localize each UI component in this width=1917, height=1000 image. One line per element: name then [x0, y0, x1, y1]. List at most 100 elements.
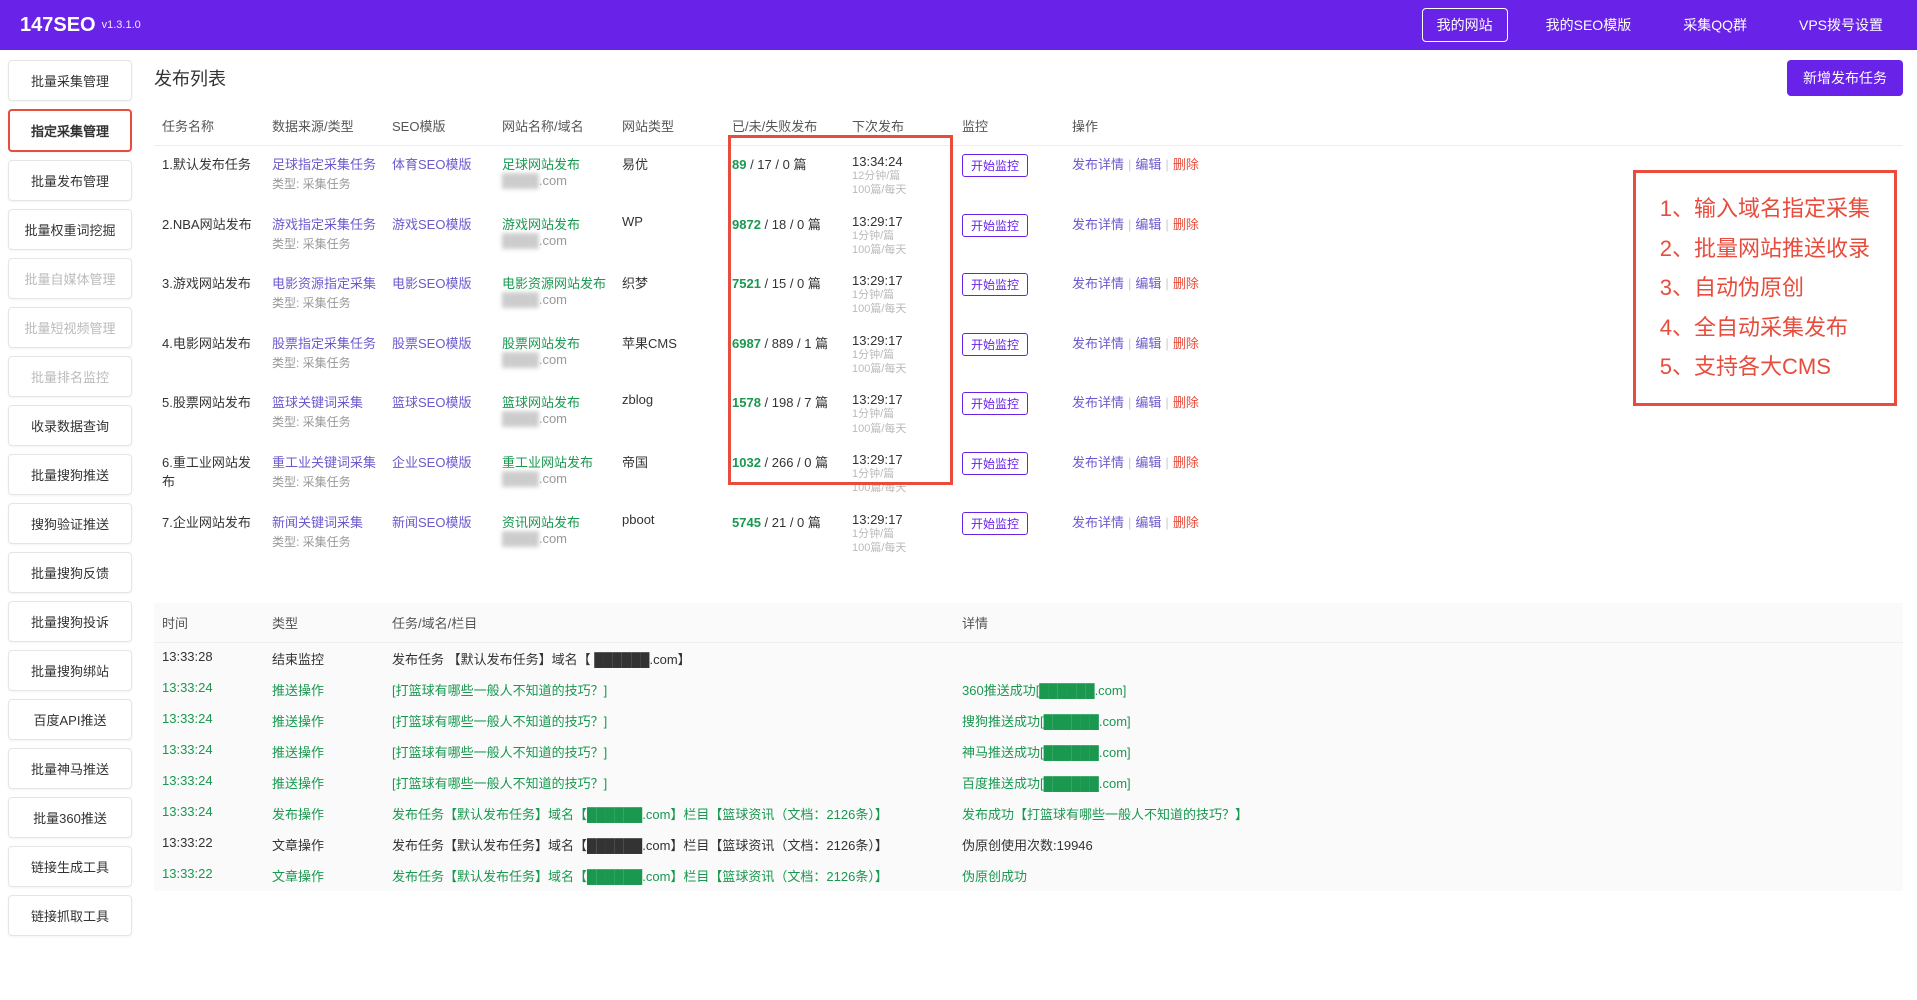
log-type: 推送操作 [272, 680, 392, 699]
cell-site: 资讯网站发布████.com [494, 504, 614, 564]
log-detail: 百度推送成功[██████.com] [962, 773, 1895, 792]
next-sub: 1分钟/篇100篇/每天 [852, 527, 946, 556]
template-link[interactable]: 新闻SEO模版 [392, 515, 471, 530]
cell-next: 13:29:171分钟/篇100篇/每天 [844, 325, 954, 385]
col-template: SEO模版 [384, 106, 494, 146]
add-task-button[interactable]: 新增发布任务 [1787, 60, 1903, 96]
next-time: 13:29:17 [852, 392, 946, 407]
next-time: 13:29:17 [852, 273, 946, 288]
op-detail[interactable]: 发布详情 [1072, 336, 1124, 351]
col-site-type: 网站类型 [614, 106, 724, 146]
log-type: 推送操作 [272, 711, 392, 730]
op-edit[interactable]: 编辑 [1135, 395, 1161, 410]
template-link[interactable]: 体育SEO模版 [392, 157, 471, 172]
op-delete[interactable]: 删除 [1173, 157, 1199, 172]
monitor-button[interactable]: 开始监控 [962, 392, 1028, 415]
sidebar-item[interactable]: 链接抓取工具 [8, 895, 132, 936]
cell-next: 13:29:171分钟/篇100篇/每天 [844, 265, 954, 325]
table-row: 7.企业网站发布新闻关键词采集类型: 采集任务新闻SEO模版资讯网站发布████… [154, 504, 1903, 564]
source-link[interactable]: 股票指定采集任务 [272, 336, 376, 351]
sidebar-item[interactable]: 批量搜狗推送 [8, 454, 132, 495]
sidebar-item[interactable]: 批量采集管理 [8, 60, 132, 101]
template-link[interactable]: 企业SEO模版 [392, 455, 471, 470]
template-link[interactable]: 篮球SEO模版 [392, 395, 471, 410]
op-edit[interactable]: 编辑 [1135, 336, 1161, 351]
sidebar-item[interactable]: 批量搜狗反馈 [8, 552, 132, 593]
sidebar-item[interactable]: 链接生成工具 [8, 846, 132, 887]
monitor-button[interactable]: 开始监控 [962, 333, 1028, 356]
cell-next: 13:29:171分钟/篇100篇/每天 [844, 504, 954, 564]
log-task: [打篮球有哪些一般人不知道的技巧？] [392, 680, 962, 699]
sidebar-item[interactable]: 收录数据查询 [8, 405, 132, 446]
site-name: 篮球网站发布 [502, 395, 580, 410]
monitor-button[interactable]: 开始监控 [962, 214, 1028, 237]
sidebar-item[interactable]: 指定采集管理 [8, 109, 132, 152]
log-time: 13:33:24 [162, 711, 272, 730]
cell-template: 游戏SEO模版 [384, 206, 494, 266]
sidebar-item[interactable]: 批量短视频管理 [8, 307, 132, 348]
next-time: 13:34:24 [852, 154, 946, 169]
op-edit[interactable]: 编辑 [1135, 455, 1161, 470]
sidebar-item[interactable]: 批量排名监控 [8, 356, 132, 397]
source-link[interactable]: 足球指定采集任务 [272, 157, 376, 172]
template-link[interactable]: 游戏SEO模版 [392, 217, 471, 232]
sidebar-item[interactable]: 批量自媒体管理 [8, 258, 132, 299]
op-detail[interactable]: 发布详情 [1072, 217, 1124, 232]
log-row: 13:33:24推送操作[打篮球有哪些一般人不知道的技巧？]360推送成功[██… [154, 674, 1903, 705]
cell-ops: 发布详情|编辑|删除 [1064, 444, 1903, 504]
op-edit[interactable]: 编辑 [1135, 276, 1161, 291]
log-row: 13:33:22文章操作发布任务【默认发布任务】域名【██████.com】栏目… [154, 829, 1903, 860]
log-detail: 发布成功【打篮球有哪些一般人不知道的技巧？】 [962, 804, 1895, 823]
op-edit[interactable]: 编辑 [1135, 157, 1161, 172]
col-source: 数据来源/类型 [264, 106, 384, 146]
cell-type: 苹果CMS [614, 325, 724, 385]
log-time: 13:33:24 [162, 742, 272, 761]
monitor-button[interactable]: 开始监控 [962, 154, 1028, 177]
cell-monitor: 开始监控 [954, 384, 1064, 444]
topnav-item[interactable]: VPS拨号设置 [1785, 9, 1897, 41]
template-link[interactable]: 股票SEO模版 [392, 336, 471, 351]
cell-next: 13:29:171分钟/篇100篇/每天 [844, 444, 954, 504]
op-delete[interactable]: 删除 [1173, 515, 1199, 530]
sidebar-item[interactable]: 批量搜狗投诉 [8, 601, 132, 642]
sidebar-item[interactable]: 批量360推送 [8, 797, 132, 838]
source-link[interactable]: 游戏指定采集任务 [272, 217, 376, 232]
sidebar-item[interactable]: 批量神马推送 [8, 748, 132, 789]
monitor-button[interactable]: 开始监控 [962, 512, 1028, 535]
sidebar-item[interactable]: 批量权重词挖掘 [8, 209, 132, 250]
op-delete[interactable]: 删除 [1173, 276, 1199, 291]
log-task: [打篮球有哪些一般人不知道的技巧？] [392, 773, 962, 792]
template-link[interactable]: 电影SEO模版 [392, 276, 471, 291]
source-link[interactable]: 重工业关键词采集 [272, 455, 376, 470]
sidebar-item[interactable]: 批量搜狗绑站 [8, 650, 132, 691]
monitor-button[interactable]: 开始监控 [962, 452, 1028, 475]
monitor-button[interactable]: 开始监控 [962, 273, 1028, 296]
cell-monitor: 开始监控 [954, 504, 1064, 564]
log-row: 13:33:24推送操作[打篮球有哪些一般人不知道的技巧？]百度推送成功[███… [154, 767, 1903, 798]
op-edit[interactable]: 编辑 [1135, 515, 1161, 530]
col-next: 下次发布 [844, 106, 954, 146]
op-delete[interactable]: 删除 [1173, 455, 1199, 470]
topnav-item[interactable]: 我的网站 [1422, 8, 1508, 42]
op-detail[interactable]: 发布详情 [1072, 276, 1124, 291]
log-row: 13:33:24发布操作发布任务【默认发布任务】域名【██████.com】栏目… [154, 798, 1903, 829]
cell-monitor: 开始监控 [954, 265, 1064, 325]
op-detail[interactable]: 发布详情 [1072, 157, 1124, 172]
sidebar-item[interactable]: 搜狗验证推送 [8, 503, 132, 544]
op-delete[interactable]: 删除 [1173, 336, 1199, 351]
topnav-item[interactable]: 我的SEO模版 [1532, 9, 1646, 41]
op-delete[interactable]: 删除 [1173, 395, 1199, 410]
source-link[interactable]: 新闻关键词采集 [272, 515, 363, 530]
op-detail[interactable]: 发布详情 [1072, 395, 1124, 410]
source-link[interactable]: 电影资源指定采集 [272, 276, 376, 291]
sidebar-item[interactable]: 批量发布管理 [8, 160, 132, 201]
callout-line: 2、批量网站推送收录 [1660, 229, 1870, 269]
sidebar-item[interactable]: 百度API推送 [8, 699, 132, 740]
op-detail[interactable]: 发布详情 [1072, 515, 1124, 530]
cell-counts: 89 / 17 / 0 篇 [724, 146, 844, 206]
topnav-item[interactable]: 采集QQ群 [1669, 9, 1761, 41]
source-link[interactable]: 篮球关键词采集 [272, 395, 363, 410]
op-delete[interactable]: 删除 [1173, 217, 1199, 232]
op-detail[interactable]: 发布详情 [1072, 455, 1124, 470]
op-edit[interactable]: 编辑 [1135, 217, 1161, 232]
